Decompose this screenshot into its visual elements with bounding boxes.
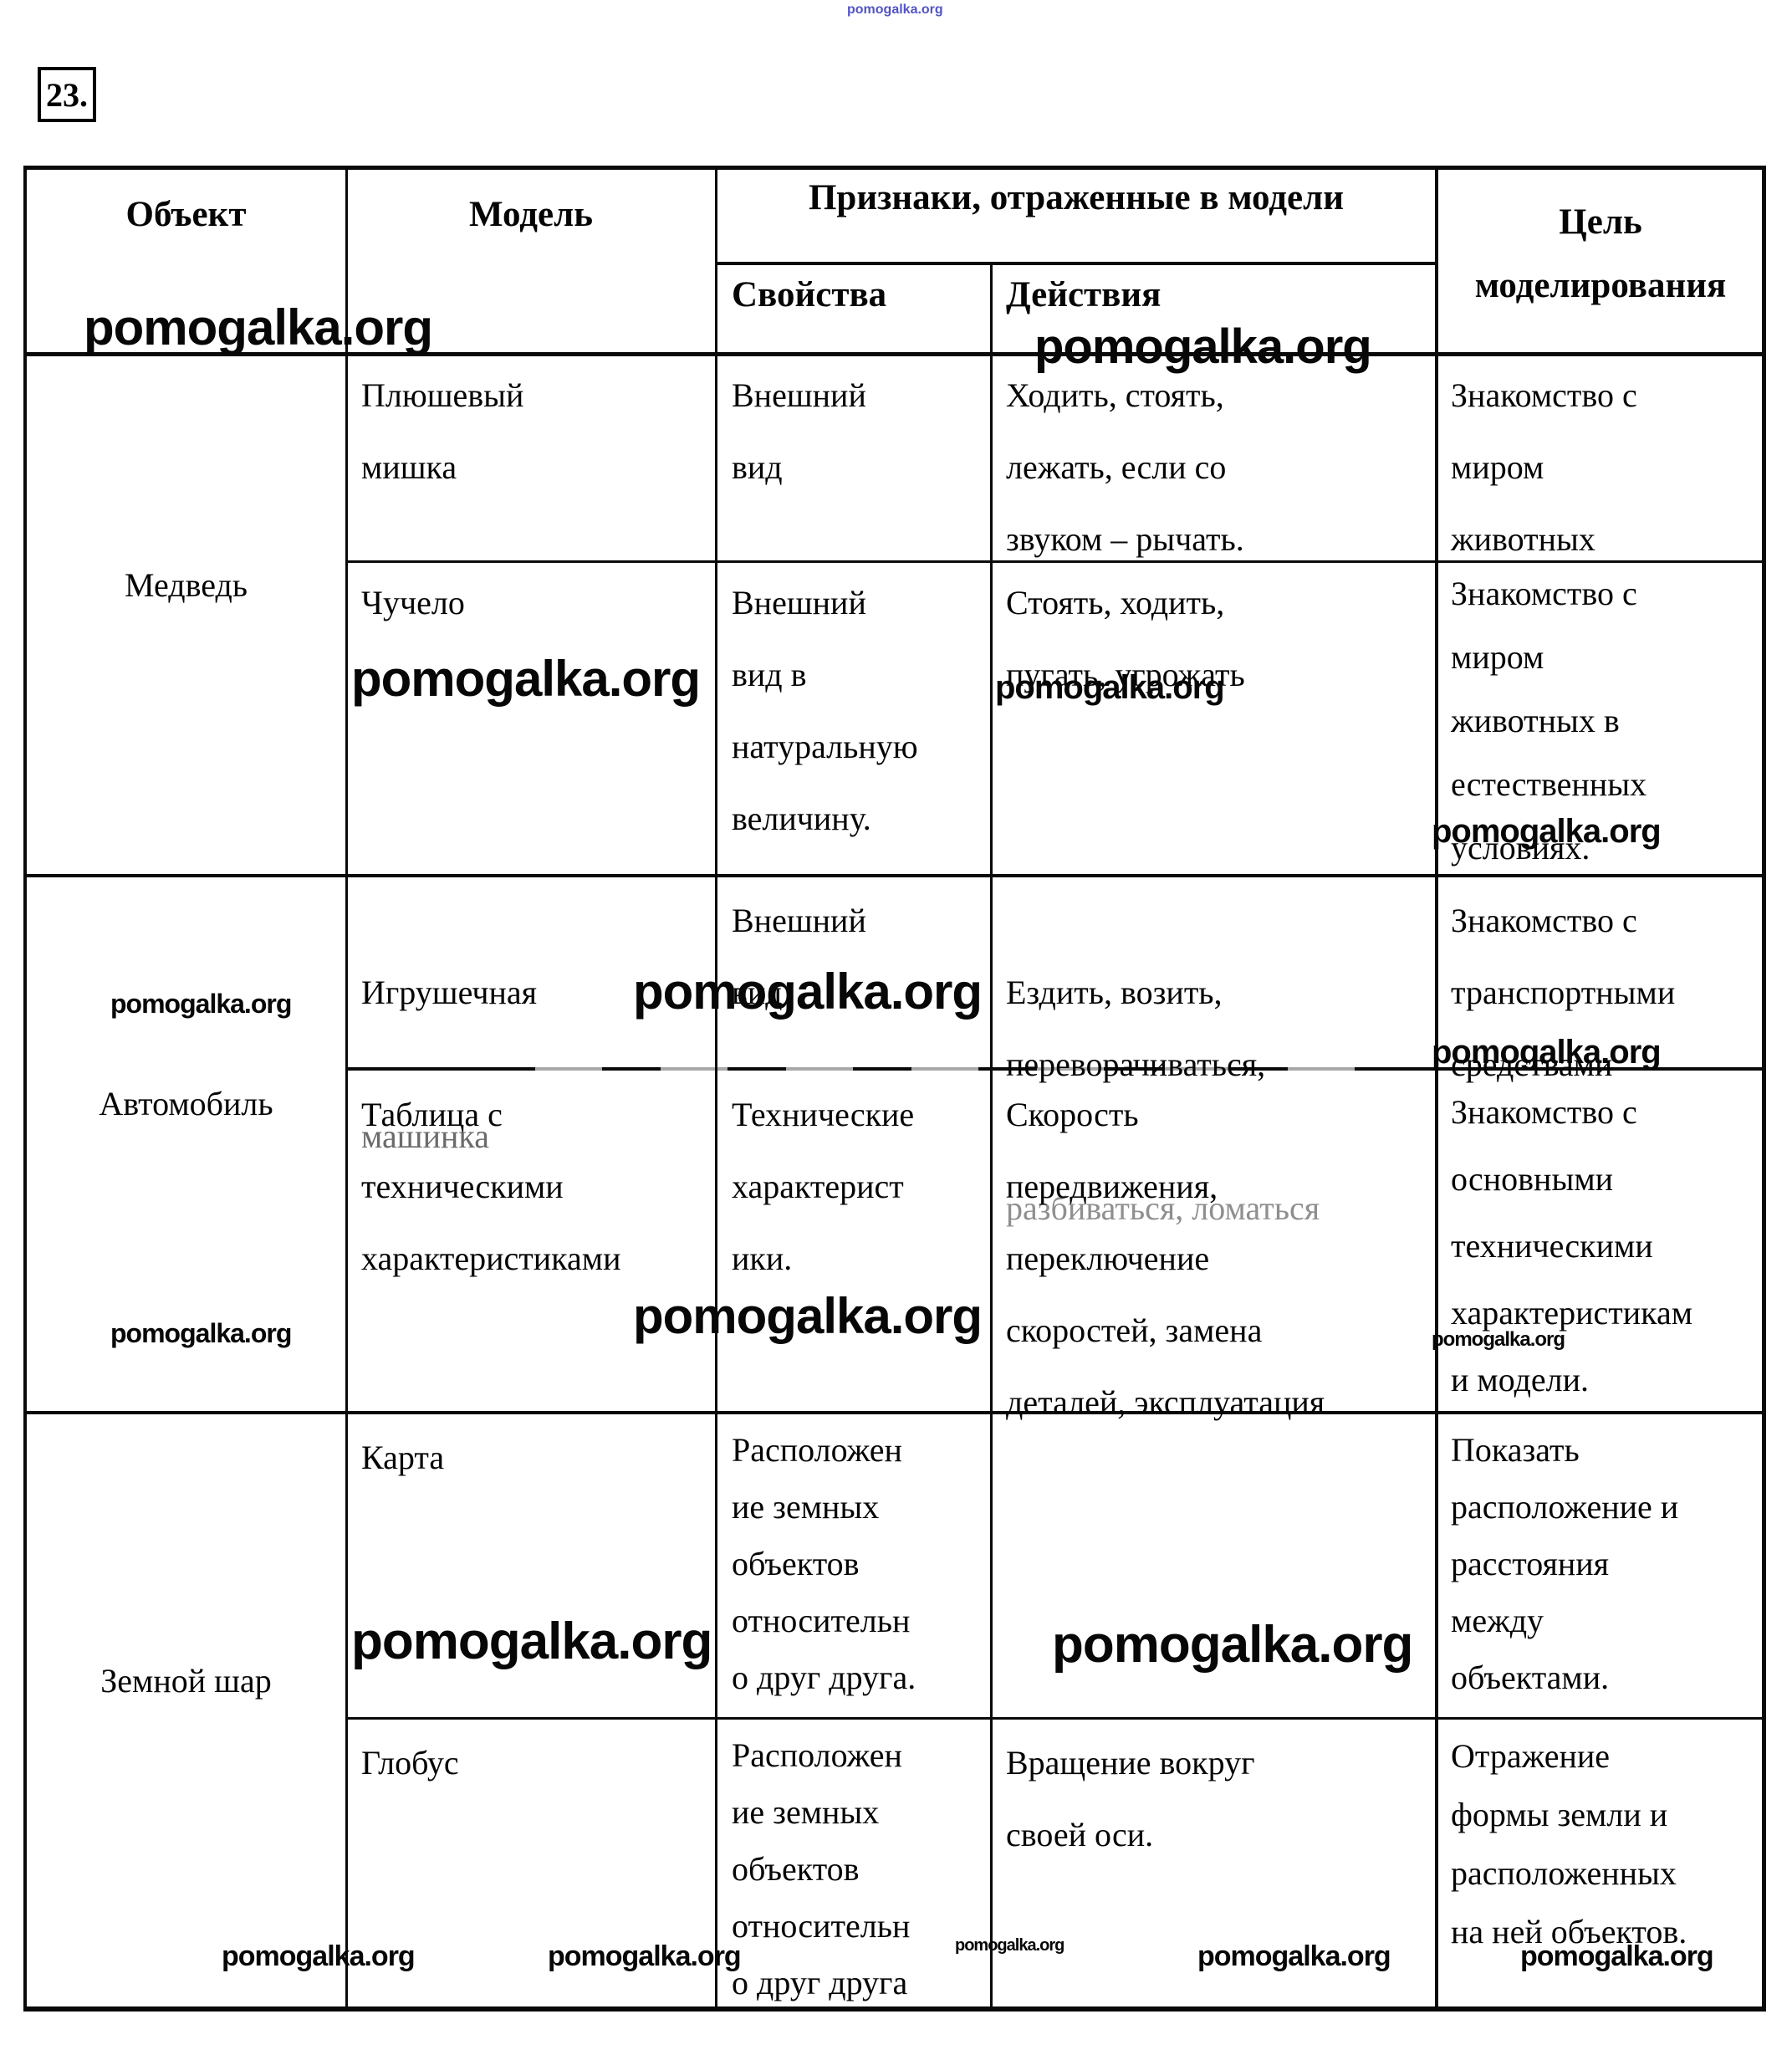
cell-bear-object: Медведь xyxy=(124,566,248,604)
cell-teddy-properties: Внешний вид xyxy=(732,376,866,486)
table-border-col2 xyxy=(715,166,717,2012)
watermark-text: pomogalka.org xyxy=(1520,1940,1714,1972)
cell-car-object: Автомобиль xyxy=(99,1085,273,1122)
header-object: Объект xyxy=(125,195,247,234)
cell-toycar-model: Игрушечная машинка xyxy=(361,885,704,1245)
watermark-text: pomogalka.org xyxy=(1432,813,1662,850)
table-border-row2 xyxy=(23,874,1766,877)
task-number-box: 23. xyxy=(38,67,96,122)
cell-spec-actions: Скорость передвижения, переключение скор… xyxy=(1006,1096,1325,1421)
table-border-row1 xyxy=(345,560,1766,563)
watermark-text: pomogalka.org xyxy=(955,1936,1064,1955)
cell-toycar-actions: Ездить, возить, переворачиваться, разбив… xyxy=(1006,885,1432,1316)
header-goal: Цель моделирования xyxy=(1474,202,1727,305)
table-border-col3 xyxy=(990,262,993,2012)
table-border-header-bottom xyxy=(23,352,1766,356)
watermark-text: pomogalka.org xyxy=(1197,1940,1391,1972)
cell-globus-model: Глобус xyxy=(361,1744,459,1782)
cell-map-goal: Показать расположение и расстояния между… xyxy=(1451,1431,1679,1696)
task-number: 23. xyxy=(46,75,88,114)
cell-stuffed-properties: Внешний вид в натуральную величину. xyxy=(732,584,918,837)
cell-teddy-goal: Знакомство с миром животных xyxy=(1451,376,1637,558)
table-border-right xyxy=(1762,166,1766,2012)
watermark-text: pomogalka.org xyxy=(110,989,292,1019)
cell-toycar-actions-main: Ездить, возить, переворачиваться, xyxy=(1006,974,1266,1083)
table-border-top xyxy=(23,166,1766,170)
watermark-text: pomogalka.org xyxy=(633,964,983,1020)
watermark-text: pomogalka.org xyxy=(1034,319,1372,374)
cell-globus-goal: Отражение формы земли и расположенных на… xyxy=(1451,1737,1687,1950)
watermark-text: pomogalka.org xyxy=(84,299,433,355)
header-properties: Свойства xyxy=(732,275,887,314)
table-border-col1 xyxy=(345,166,348,2012)
header-model: Модель xyxy=(469,195,593,234)
cell-globus-actions: Вращение вокруг своей оси. xyxy=(1006,1744,1255,1853)
cell-stuffed-goal: Знакомство с миром животных в естественн… xyxy=(1451,575,1647,866)
table-border-col4 xyxy=(1435,166,1438,2012)
watermark-text: pomogalka.org xyxy=(847,3,943,17)
cell-toycar-model-faded: машинка xyxy=(361,1117,489,1155)
cell-map-properties: Расположен ие земных объектов относитель… xyxy=(732,1431,916,1696)
watermark-text: pomogalka.org xyxy=(351,651,701,707)
cell-spec-goal: Знакомство с основными техническими хара… xyxy=(1451,1093,1693,1398)
watermark-text: pomogalka.org xyxy=(995,669,1225,706)
cell-toycar-model-main: Игрушечная xyxy=(361,974,537,1011)
cell-globus-properties: Расположен ие земных объектов относитель… xyxy=(732,1736,911,2001)
cell-spec-model: Таблица с техническими характеристиками xyxy=(361,1096,621,1277)
watermark-text: pomogalka.org xyxy=(633,1288,983,1344)
watermark-text: pomogalka.org xyxy=(110,1318,292,1348)
watermark-text: pomogalka.org xyxy=(548,1940,742,1972)
cell-toycar-properties: Внешний вид xyxy=(732,902,866,1011)
cell-map-model: Карта xyxy=(361,1439,445,1476)
table-border-left xyxy=(23,166,27,2012)
cell-toycar-goal: Знакомство с транспортными средствами xyxy=(1451,902,1676,1083)
table-border-subheader xyxy=(715,262,1437,265)
table-border-row5 xyxy=(345,1717,1766,1720)
table-border-row3-artifact xyxy=(535,1067,1371,1071)
cell-stuffed-model: Чучело xyxy=(361,584,465,621)
cell-toycar-actions-faded: разбиваться, ломаться xyxy=(1006,1189,1320,1227)
table-border-bottom xyxy=(23,2006,1766,2012)
watermark-text: pomogalka.org xyxy=(1432,1328,1565,1351)
watermark-text: pomogalka.org xyxy=(1052,1616,1413,1674)
table-border-row4 xyxy=(23,1411,1766,1414)
cell-teddy-model: Плюшевый мишка xyxy=(361,376,524,486)
cell-globe-object: Земной шар xyxy=(100,1662,272,1700)
watermark-text: pomogalka.org xyxy=(1432,1034,1662,1071)
cell-spec-properties: Технические характерист ики. xyxy=(732,1096,915,1277)
watermark-text: pomogalka.org xyxy=(222,1940,416,1972)
watermark-text: pomogalka.org xyxy=(351,1613,712,1670)
cell-teddy-actions: Ходить, стоять, лежать, если со звуком –… xyxy=(1006,376,1244,558)
header-features: Признаки, отраженные в модели xyxy=(808,178,1345,217)
header-actions: Действия xyxy=(1006,275,1161,314)
cell-stuffed-actions: Стоять, ходить, пугать, угрожать xyxy=(1006,584,1245,693)
